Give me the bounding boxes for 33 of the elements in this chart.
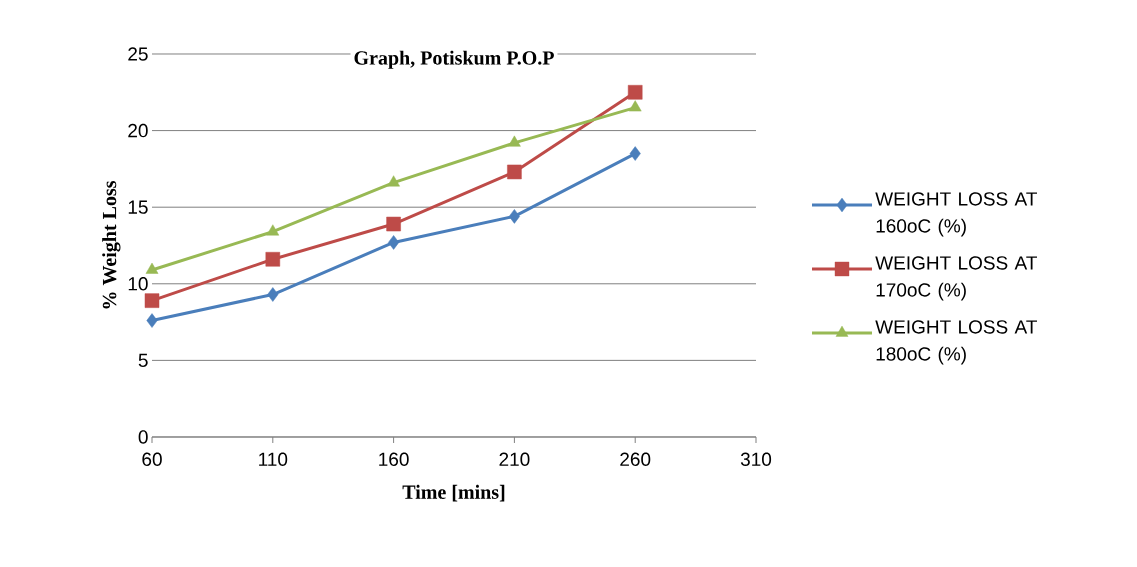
point (144, 293, 160, 308)
point (628, 100, 642, 112)
point (386, 216, 401, 232)
point (267, 287, 279, 302)
x-tick-label: 160 (379, 452, 409, 466)
point (508, 135, 521, 147)
point (266, 224, 280, 236)
y-tick-label: 20 (128, 123, 148, 138)
point (265, 252, 281, 267)
point (146, 313, 158, 328)
legend-label: WEIGHT LOSS AT 170oC (%) (875, 256, 1037, 301)
y-tick-label: 10 (128, 277, 148, 291)
x-tick-label: 260 (620, 452, 651, 466)
x-axis-title: Time [mins] (402, 484, 505, 502)
x-tick-label: 210 (499, 452, 530, 466)
y-tick-label: 0 (138, 430, 148, 444)
y-tick-label: 15 (128, 200, 148, 214)
x-tick-label: 60 (142, 452, 162, 466)
x-tick-label: 110 (259, 452, 288, 466)
point (508, 209, 520, 224)
point (507, 164, 522, 180)
y-tick-label: 25 (128, 47, 148, 61)
point (387, 175, 400, 187)
point (627, 85, 643, 100)
point (145, 262, 159, 274)
chart-title: Graph, Potiskum P.O.P (354, 50, 554, 69)
legend-label: WEIGHT LOSS AT 180oC (%) (875, 320, 1037, 365)
legend-label: WEIGHT LOSS AT 160oC (%) (875, 192, 1037, 237)
point (629, 146, 641, 161)
y-tick-label: 5 (138, 353, 148, 368)
y-axis-title: % Weight Loss (102, 180, 121, 309)
x-tick-label: 310 (740, 452, 772, 466)
point (388, 235, 400, 250)
